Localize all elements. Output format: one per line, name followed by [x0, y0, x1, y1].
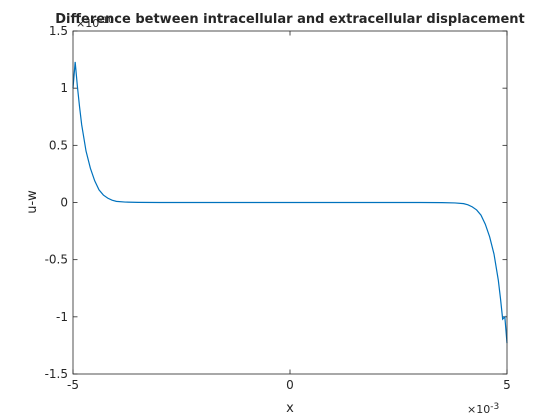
y-tick-label: -0.5 — [45, 253, 68, 267]
y-tick-label: -1.5 — [45, 367, 68, 381]
y-tick-label: 1.5 — [49, 24, 68, 38]
x-tick-label: -5 — [67, 378, 79, 392]
axes-box — [72, 30, 508, 375]
x-tick-label: 5 — [503, 378, 511, 392]
y-tick-label: -1 — [56, 310, 68, 324]
y-tick-label: 0 — [60, 196, 68, 210]
y-tick-label: 1 — [60, 81, 68, 95]
y-exponent-label: ×10-10 — [76, 16, 114, 30]
x-tick-label: 0 — [286, 378, 294, 392]
x-exponent-label: ×10-3 — [467, 402, 499, 416]
y-tick-label: 0.5 — [49, 138, 68, 152]
series-line — [72, 61, 508, 344]
y-axis-label: u-w — [25, 190, 40, 214]
chart-title: Difference between intracellular and ext… — [55, 12, 525, 27]
x-axis-label: x — [286, 401, 294, 416]
tick-labels: -5 0 5 1.5 1 0.5 0 -0.5 -1 -1.5 — [45, 24, 511, 392]
